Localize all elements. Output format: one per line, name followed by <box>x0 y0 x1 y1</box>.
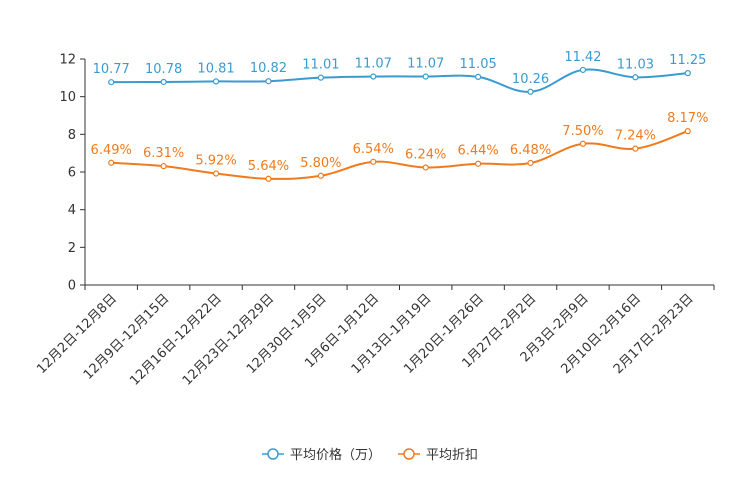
data-label: 6.48% <box>510 143 551 158</box>
data-label: 10.77 <box>93 62 130 77</box>
data-label: 10.78 <box>145 62 182 77</box>
y-tick-label: 4 <box>68 203 76 218</box>
data-label: 10.81 <box>197 61 234 76</box>
data-point <box>265 175 272 182</box>
data-point <box>212 170 220 177</box>
data-label: 5.92% <box>195 154 236 169</box>
data-point <box>684 70 691 77</box>
data-point <box>579 140 587 147</box>
data-point <box>475 160 482 167</box>
data-point <box>527 159 534 167</box>
x-tick-label: 12月23日-12月29日 <box>180 291 277 388</box>
y-tick-label: 0 <box>68 279 76 294</box>
data-point <box>684 128 691 135</box>
data-label: 6.44% <box>457 144 498 159</box>
data-label: 10.26 <box>512 72 549 87</box>
series-line-0 <box>111 68 688 93</box>
data-point <box>370 73 377 80</box>
x-tick-label: 12月16日-12月22日 <box>127 291 224 388</box>
data-point <box>632 145 639 152</box>
data-label: 11.05 <box>460 57 497 72</box>
data-label: 6.54% <box>353 142 394 157</box>
data-label: 7.50% <box>562 124 603 139</box>
data-label: 11.25 <box>669 53 706 68</box>
data-point <box>265 78 272 85</box>
data-point <box>632 74 639 81</box>
y-tick-label: 12 <box>59 53 76 68</box>
data-point <box>160 78 167 86</box>
data-point <box>579 66 587 74</box>
data-label: 5.80% <box>300 156 341 171</box>
y-tick-label: 2 <box>68 241 76 256</box>
data-label: 11.07 <box>355 57 392 72</box>
data-label: 11.42 <box>564 50 601 65</box>
data-label: 6.24% <box>405 147 446 162</box>
data-point <box>317 74 324 81</box>
legend-marker-icon <box>403 448 415 460</box>
data-point <box>527 88 534 95</box>
data-point <box>475 73 482 80</box>
data-point <box>370 158 377 165</box>
y-tick-label: 8 <box>68 128 76 143</box>
data-point <box>108 79 115 86</box>
data-point <box>317 172 324 179</box>
data-point <box>160 163 167 170</box>
data-point <box>422 73 429 80</box>
data-point <box>108 159 115 166</box>
data-label: 8.17% <box>667 111 708 126</box>
legend-label[interactable]: 平均价格（万） <box>290 447 381 463</box>
legend-label[interactable]: 平均折扣 <box>426 448 478 463</box>
series-line-1 <box>111 130 689 180</box>
data-label: 11.01 <box>302 58 339 73</box>
data-label: 6.31% <box>143 146 184 161</box>
data-point <box>422 164 429 171</box>
data-label: 7.24% <box>615 129 656 144</box>
data-label: 11.03 <box>617 57 654 72</box>
y-tick-label: 6 <box>68 166 76 181</box>
data-label: 5.64% <box>248 159 289 174</box>
y-tick-label: 10 <box>59 90 76 105</box>
legend-marker-icon <box>267 448 279 460</box>
data-label: 11.07 <box>407 57 444 72</box>
data-label: 10.82 <box>250 61 287 76</box>
data-point <box>212 78 220 85</box>
data-label: 6.49% <box>91 143 132 158</box>
